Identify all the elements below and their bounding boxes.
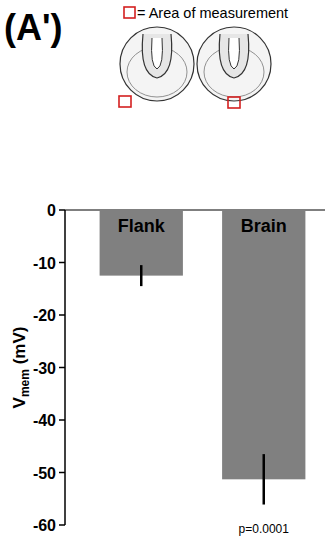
error-bar: [140, 265, 143, 286]
y-axis-label: Vmem (mV): [10, 327, 32, 409]
embryo-outline: [120, 27, 194, 101]
y-tick: [59, 314, 65, 316]
neural-groove: [152, 38, 163, 69]
y-tick-label: -40: [33, 412, 56, 429]
y-tick: [59, 419, 65, 421]
plot-area: [100, 210, 306, 505]
p-value: p=0.0001: [239, 522, 290, 536]
measure-area: [119, 96, 131, 107]
neural-fold: [142, 34, 171, 78]
y-tick-label: -20: [33, 307, 56, 324]
y-tick: [59, 262, 65, 264]
panel-label: (A'): [4, 7, 63, 48]
embryo-drawing: [119, 27, 194, 107]
y-tick: [59, 524, 65, 526]
embryo-drawing: [197, 27, 271, 108]
y-tick: [59, 209, 65, 211]
y-tick-label: -60: [33, 517, 56, 534]
y-tick-label: -50: [33, 465, 56, 482]
y-label-sub: mem: [18, 369, 32, 397]
y-tick: [59, 367, 65, 369]
y-tick-label: -10: [33, 255, 56, 272]
y-label-main: V: [10, 396, 29, 408]
category-label: Brain: [241, 216, 287, 236]
neural-groove: [229, 38, 240, 69]
measure-area: [228, 97, 240, 108]
category-label: Flank: [118, 216, 166, 236]
bar: [222, 210, 305, 479]
y-tick-label: -30: [33, 360, 56, 377]
neural-fold: [219, 34, 248, 78]
y-label-rest: (mV): [10, 327, 29, 370]
error-bar: [263, 454, 266, 504]
legend-text: = Area of measurement: [137, 5, 288, 21]
y-tick-label: 0: [47, 202, 56, 219]
y-tick: [59, 472, 65, 474]
legend-swatch: [124, 7, 135, 18]
chart: (A') = Area of measurement 0 -10 -20 -30 -40 -5…: [0, 0, 332, 541]
embryo-outline: [197, 27, 271, 101]
